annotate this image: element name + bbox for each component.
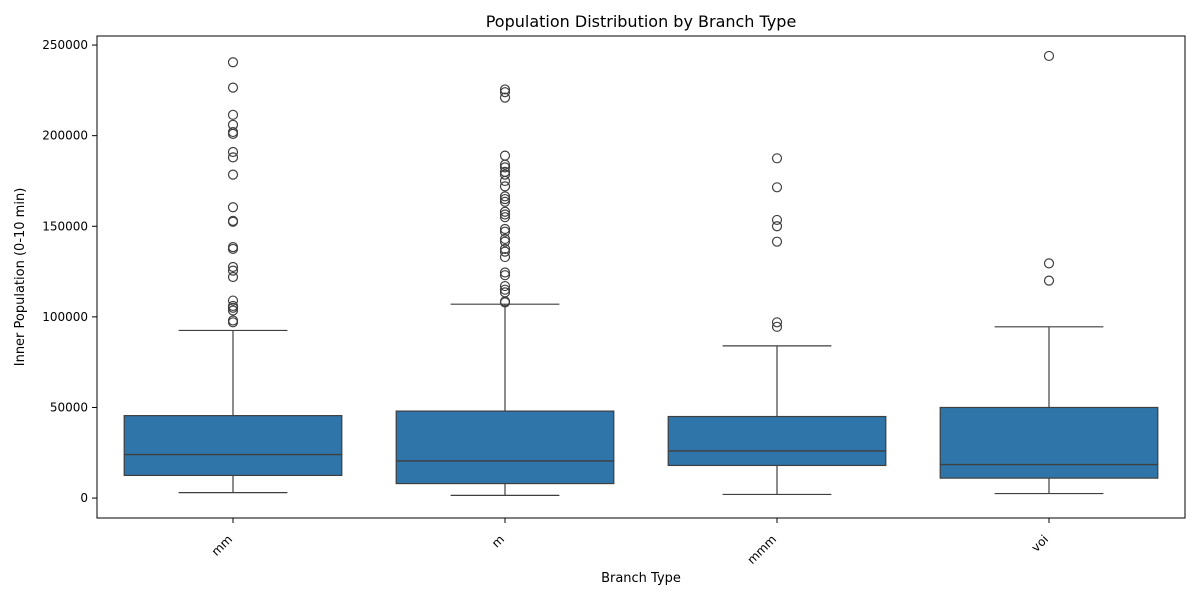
- outlier-point: [499, 162, 511, 173]
- outlier-point: [499, 246, 511, 257]
- outlier-point: [227, 261, 239, 273]
- outlier-point: [227, 315, 239, 326]
- outlier-point: [227, 271, 239, 283]
- iqr-box: [395, 410, 615, 485]
- outlier-point: [499, 236, 511, 247]
- outlier-point: [771, 236, 783, 247]
- y-tick-label: 50000: [50, 400, 88, 414]
- y-tick-label: 250000: [42, 38, 88, 52]
- outlier-point: [499, 223, 511, 235]
- outlier-point: [227, 265, 239, 276]
- outlier-point: [499, 209, 511, 220]
- outlier-point: [227, 119, 239, 130]
- outlier-point: [227, 57, 239, 68]
- outlier-point: [499, 206, 511, 217]
- outlier-point: [499, 193, 511, 205]
- outlier-point: [499, 196, 511, 207]
- y-axis-label: Inner Population (0-10 min): [13, 188, 28, 367]
- box-mmm: [667, 153, 887, 496]
- outlier-point: [227, 305, 239, 316]
- outlier-point: [499, 280, 511, 292]
- outlier-point: [499, 84, 511, 95]
- y-tick-label: 200000: [42, 129, 88, 143]
- outlier-point: [499, 166, 511, 178]
- outlier-point: [227, 146, 239, 158]
- y-tick-label: 0: [80, 491, 88, 505]
- outlier-point: [499, 150, 511, 161]
- outlier-point: [499, 233, 511, 245]
- box-mm: [123, 57, 343, 494]
- outlier-point: [499, 270, 511, 281]
- outlier-point: [499, 243, 511, 255]
- outlier-point: [227, 169, 239, 180]
- outlier-point: [227, 295, 239, 306]
- outlier-point: [771, 182, 783, 193]
- outlier-point: [499, 87, 511, 98]
- iqr-box: [123, 415, 343, 477]
- outlier-point: [1043, 275, 1055, 286]
- outlier-point: [227, 109, 239, 120]
- outlier-point: [499, 169, 511, 180]
- outlier-point: [771, 317, 783, 328]
- y-tick-label: 100000: [42, 310, 88, 324]
- outlier-point: [499, 284, 511, 295]
- outlier-point: [499, 287, 511, 298]
- box-m: [395, 84, 615, 496]
- outlier-point: [227, 126, 239, 138]
- iqr-box: [939, 406, 1159, 479]
- y-tick-label: 150000: [42, 219, 88, 233]
- outlier-point: [499, 226, 511, 237]
- outlier-point: [771, 153, 783, 164]
- outlier-point: [227, 215, 239, 226]
- outlier-point: [227, 242, 239, 253]
- x-axis-label: Branch Type: [601, 571, 681, 586]
- outlier-point: [771, 321, 783, 332]
- outlier-point: [227, 82, 239, 93]
- outlier-point: [227, 202, 239, 213]
- outlier-point: [771, 214, 783, 226]
- outlier-point: [499, 251, 511, 263]
- box-voi: [939, 50, 1159, 495]
- outlier-point: [499, 92, 511, 103]
- outlier-point: [1043, 50, 1055, 62]
- outlier-point: [499, 181, 511, 192]
- outlier-point: [1043, 258, 1055, 269]
- outlier-point: [227, 152, 239, 163]
- outlier-point: [499, 267, 511, 278]
- chart-title: Population Distribution by Branch Type: [486, 12, 797, 31]
- outlier-point: [227, 300, 239, 312]
- plot-frame: [96, 35, 1186, 519]
- iqr-box: [667, 415, 887, 467]
- outlier-point: [771, 221, 783, 232]
- outlier-point: [499, 191, 511, 202]
- outlier-point: [499, 212, 511, 223]
